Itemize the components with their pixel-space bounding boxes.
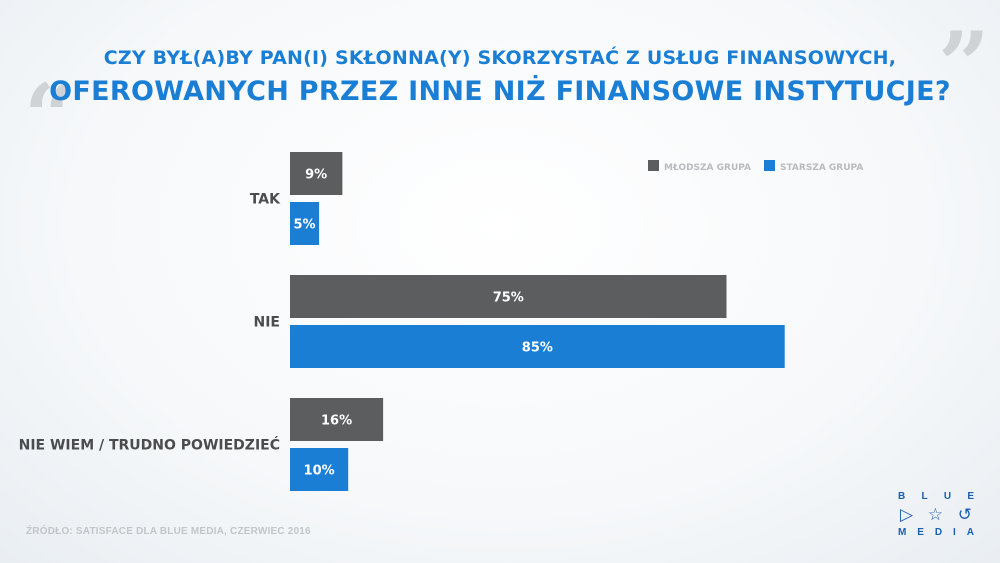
- source-note: ŹRÓDŁO: SATISFACE DLA BLUE MEDIA, CZERWI…: [26, 526, 311, 537]
- legend-label: MŁODSZA GRUPA: [664, 163, 751, 173]
- legend-swatch: [764, 160, 775, 171]
- bar-younger: [290, 152, 343, 195]
- data-label: 75%: [493, 291, 524, 306]
- logo-letter: D: [934, 527, 943, 538]
- logo-letter: U: [943, 491, 952, 502]
- chart-title-line1: CZY BYŁ(A)BY PAN(I) SKŁONNA(Y) SKORZYSTA…: [103, 47, 897, 69]
- category-label: NIE: [254, 315, 281, 331]
- legend-swatch: [648, 160, 659, 171]
- logo-letter: I: [953, 527, 956, 538]
- logo-letter: A: [966, 527, 974, 538]
- category-label: NIE WIEM / TRUDNO POWIEDZIEĆ: [19, 436, 280, 454]
- open-quote-icon: “: [24, 64, 76, 170]
- logo-letter: E: [917, 527, 924, 538]
- logo-letter: M: [898, 527, 907, 538]
- data-label: 9%: [305, 168, 327, 183]
- category-label: TAK: [250, 192, 281, 208]
- chart-title-line2: OFEROWANYCH PRZEZ INNE NIŻ FINANSOWE INS…: [49, 76, 951, 107]
- logo-top-letters: B L U E: [898, 492, 974, 502]
- bar-older: [290, 325, 785, 368]
- logo-letter: B: [898, 491, 906, 502]
- spiral-icon: ↺: [957, 505, 972, 524]
- star-icon: ☆: [927, 505, 944, 524]
- logo-bottom-letters: M E D I A: [898, 528, 974, 538]
- bar-older: [290, 202, 320, 245]
- data-label: 85%: [522, 341, 553, 356]
- bar-older: [290, 448, 349, 491]
- data-label: 10%: [304, 464, 335, 479]
- data-label: 16%: [321, 414, 352, 429]
- play-icon: ▷: [900, 505, 914, 524]
- data-label: 5%: [294, 218, 316, 233]
- logo-icons: ▷ ☆ ↺: [898, 502, 974, 528]
- bar-younger: [290, 275, 727, 318]
- logo-letter: E: [967, 491, 974, 502]
- bar-younger: [290, 398, 384, 441]
- logo-letter: L: [921, 491, 928, 502]
- close-quote-icon: ”: [938, 12, 990, 118]
- legend-label: STARSZA GRUPA: [780, 163, 863, 173]
- blue-media-logo: B L U E ▷ ☆ ↺ M E D I A: [898, 492, 974, 540]
